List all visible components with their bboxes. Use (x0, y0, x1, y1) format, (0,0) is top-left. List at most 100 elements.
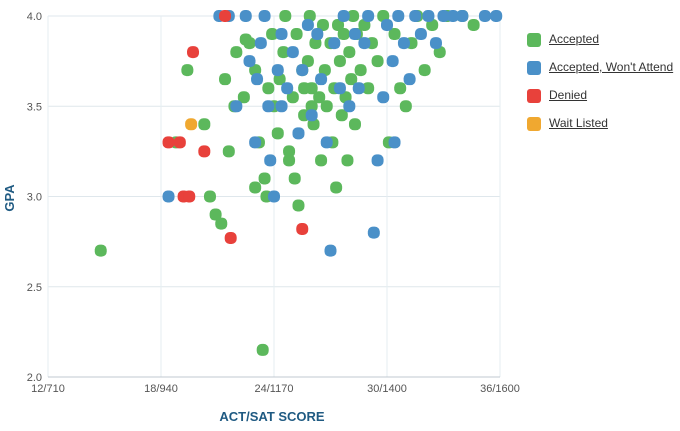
legend-label-accepted[interactable]: Accepted (549, 32, 600, 46)
data-point-1-31 (362, 10, 375, 22)
data-point-0-2 (181, 64, 194, 77)
data-point-1-20 (311, 28, 324, 41)
legend-swatch-accepted-wont-attend (527, 61, 541, 75)
y-tick-label: 2.5 (27, 282, 42, 294)
data-point-2-3 (183, 190, 196, 203)
y-tick-label: 3.5 (27, 101, 42, 113)
data-point-0-19 (266, 28, 279, 41)
data-point-0-53 (345, 73, 358, 86)
tick-labels: 2.0 2.5 3.0 3.5 4.0 12/710 18/940 24/1170 30/140… (27, 11, 520, 395)
data-point-0-10 (230, 46, 243, 59)
data-point-0-27 (288, 172, 301, 185)
data-point-0-33 (303, 10, 316, 22)
data-point-1-8 (258, 10, 271, 22)
data-point-0-49 (337, 28, 350, 41)
data-point-1-34 (377, 91, 390, 104)
data-point-0-16 (258, 172, 271, 185)
data-point-0-40 (318, 64, 331, 77)
x-tick-label: 18/940 (144, 383, 178, 395)
legend-swatch-wait-listed (527, 117, 541, 131)
data-point-0-39 (316, 19, 329, 32)
data-point-0-26 (286, 91, 299, 104)
data-point-1-28 (348, 28, 361, 41)
legend-swatch-accepted (527, 33, 541, 47)
data-point-1-27 (343, 100, 356, 113)
data-point-0-28 (290, 28, 303, 41)
x-tick-label: 12/710 (31, 383, 65, 395)
data-point-0-8 (222, 145, 235, 158)
data-point-0-29 (292, 199, 305, 212)
data-point-1-48 (490, 10, 503, 22)
data-point-1-33 (371, 154, 384, 167)
data-point-1-42 (422, 10, 435, 22)
data-point-1-24 (328, 37, 341, 50)
data-point-1-37 (392, 10, 405, 22)
data-point-0-71 (433, 46, 446, 59)
data-point-1-21 (315, 73, 328, 86)
legend-label-accepted-wont-attend[interactable]: Accepted, Won't Attend (549, 60, 674, 74)
data-point-0-47 (333, 55, 346, 68)
data-point-1-3 (239, 10, 252, 22)
data-point-0-61 (371, 55, 384, 68)
data-point-1-16 (292, 127, 305, 140)
data-point-1-50 (275, 100, 288, 113)
data-point-1-15 (286, 46, 299, 59)
data-point-2-5 (198, 145, 211, 158)
data-point-1-45 (446, 10, 459, 22)
data-point-1-12 (271, 64, 284, 77)
data-point-0-77 (305, 100, 318, 113)
data-point-0-45 (330, 181, 343, 194)
data-point-0-51 (341, 154, 354, 167)
data-point-1-19 (305, 109, 318, 122)
data-point-2-4 (187, 46, 200, 59)
data-point-1-18 (301, 19, 314, 32)
data-point-1-44 (437, 10, 450, 22)
data-point-1-23 (324, 244, 337, 257)
data-point-0-55 (348, 118, 361, 131)
data-point-1-11 (268, 190, 280, 203)
data-point-0-18 (262, 82, 275, 95)
data-point-0-46 (332, 19, 345, 32)
data-point-0-52 (343, 46, 356, 59)
data-point-1-30 (358, 37, 371, 50)
data-point-1-5 (249, 136, 262, 149)
data-point-1-36 (386, 55, 399, 68)
data-point-0-65 (394, 82, 407, 95)
data-point-1-43 (429, 37, 442, 50)
data-point-1-40 (409, 10, 422, 22)
data-point-0-70 (426, 19, 439, 32)
data-point-0-62 (377, 10, 390, 22)
legend-label-denied[interactable]: Denied (549, 88, 588, 102)
legend-item-accepted[interactable]: Accepted (527, 30, 677, 58)
legend-label-wait-listed[interactable]: Wait Listed (549, 116, 608, 130)
data-points (94, 10, 503, 356)
data-point-1-4 (243, 55, 256, 68)
data-point-2-1 (173, 136, 186, 149)
data-point-0-23 (277, 46, 290, 59)
legend-swatch-denied (527, 89, 541, 103)
y-axis-label: GPA (2, 184, 17, 212)
data-point-1-25 (333, 82, 346, 95)
legend-item-wait-listed[interactable]: Wait Listed (527, 114, 677, 142)
data-point-0-78 (239, 33, 252, 46)
legend-item-accepted-wont-attend[interactable]: Accepted, Won't Attend (527, 58, 677, 86)
data-point-1-13 (275, 28, 288, 41)
data-point-1-39 (403, 73, 416, 86)
data-point-0-69 (418, 64, 431, 77)
y-tick-label: 3.0 (27, 192, 42, 204)
data-point-1-46 (456, 10, 469, 22)
data-point-1-41 (414, 28, 427, 41)
data-point-1-22 (320, 136, 333, 149)
data-point-0-79 (298, 82, 311, 95)
data-point-0-66 (399, 100, 412, 113)
data-point-0-59 (362, 82, 375, 95)
data-point-0-41 (320, 100, 333, 113)
data-point-0-5 (209, 208, 222, 221)
data-point-0-13 (249, 64, 262, 77)
data-point-0-37 (313, 91, 326, 104)
legend-item-denied[interactable]: Denied (527, 86, 677, 114)
x-tick-label: 36/1600 (480, 383, 520, 395)
data-point-0-50 (339, 91, 352, 104)
data-point-1-7 (254, 37, 267, 50)
data-point-0-4 (203, 190, 216, 203)
